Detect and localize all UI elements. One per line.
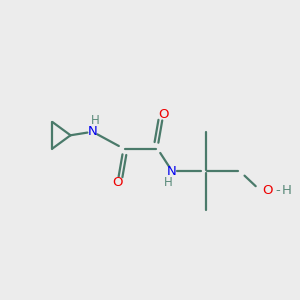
Text: N: N xyxy=(167,165,177,178)
Text: N: N xyxy=(88,125,98,138)
Text: H: H xyxy=(282,184,292,197)
Text: O: O xyxy=(112,176,123,189)
Text: H: H xyxy=(164,176,173,190)
Text: -: - xyxy=(276,184,280,197)
Text: H: H xyxy=(91,114,99,127)
Text: O: O xyxy=(262,184,272,197)
Text: O: O xyxy=(158,108,169,121)
